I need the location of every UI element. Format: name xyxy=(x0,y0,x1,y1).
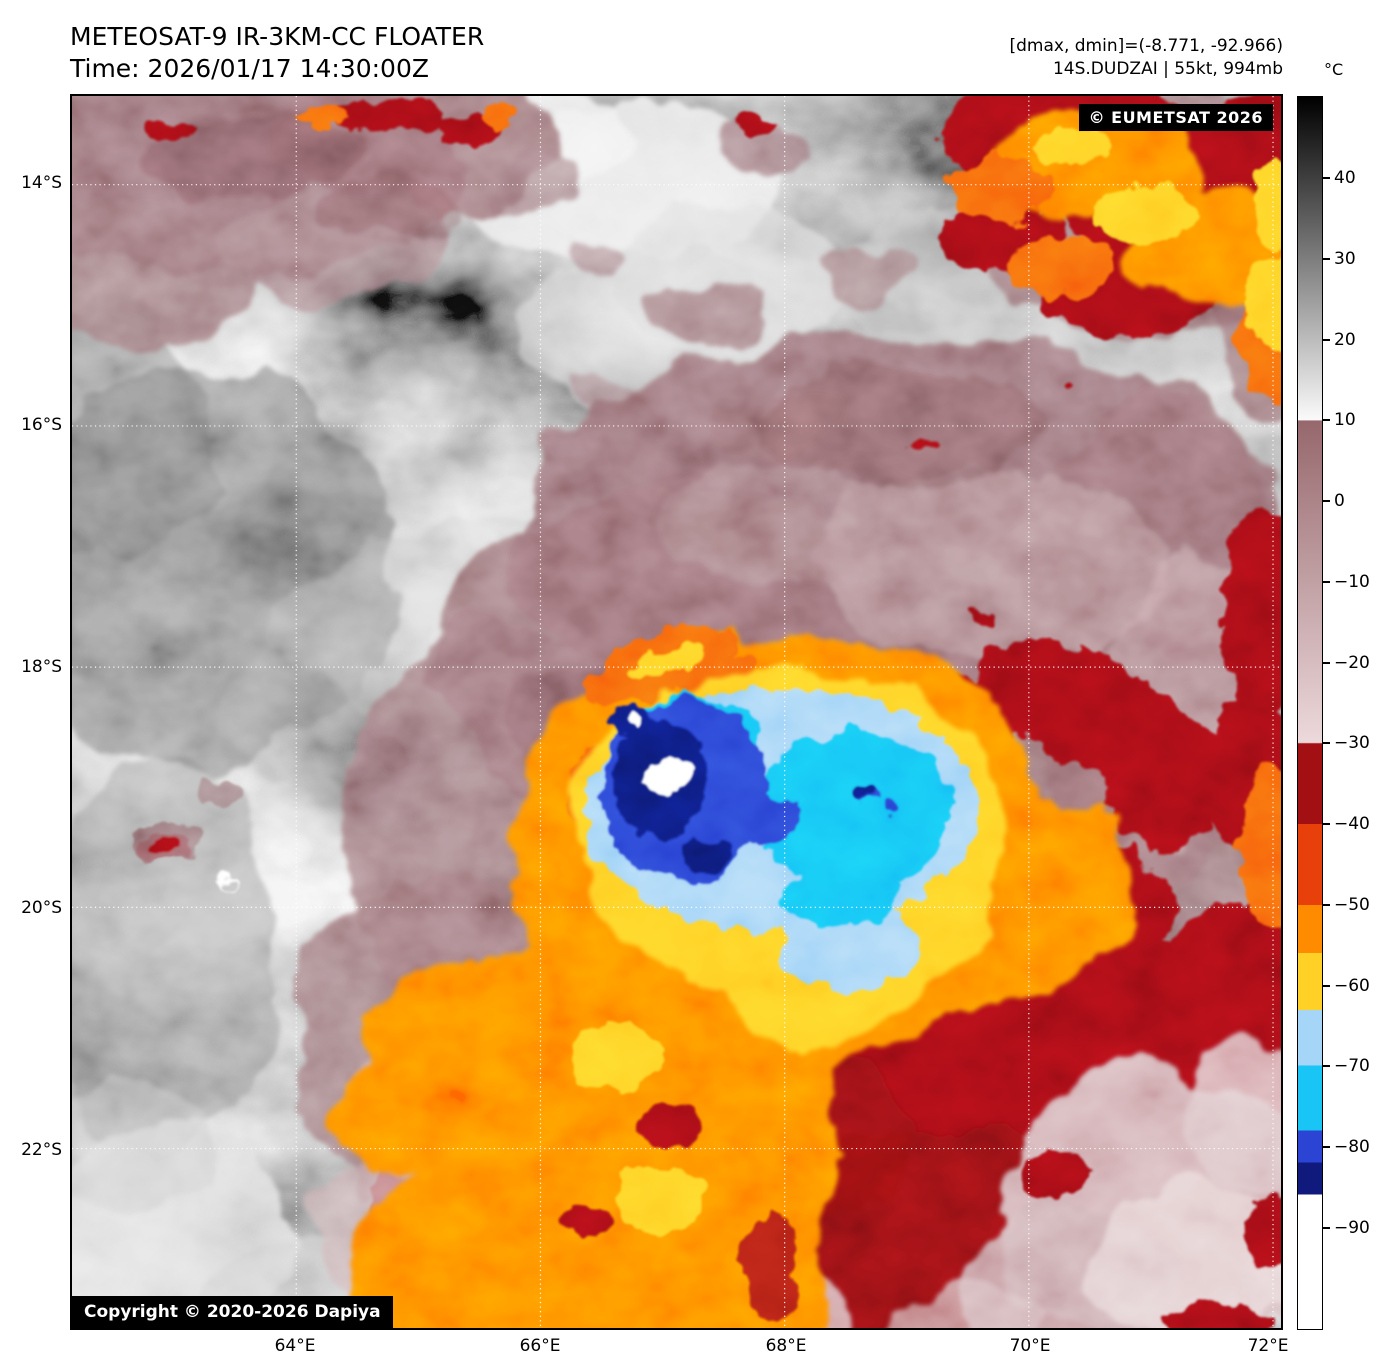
storm-readout: 14S.DUDZAI | 55kt, 994mb xyxy=(1052,59,1283,79)
colorbar-tick-mark xyxy=(1323,177,1330,179)
colorbar-tick-label: −90 xyxy=(1334,1218,1370,1238)
product-title: METEOSAT-9 IR-3KM-CC FLOATER xyxy=(70,22,485,51)
lat-label-20s: 20°S xyxy=(21,898,62,918)
colorbar-tick-mark xyxy=(1323,742,1330,744)
colorbar-tick-label: −20 xyxy=(1334,653,1370,673)
copyright-badge: Copyright © 2020-2026 Dapiya xyxy=(72,1296,393,1328)
colorbar-tick-mark xyxy=(1323,500,1330,502)
colorbar-tick-mark xyxy=(1323,985,1330,987)
colorbar-tick-mark xyxy=(1323,1065,1330,1067)
lat-label-18s: 18°S xyxy=(21,657,62,677)
colorbar-tick-label: −30 xyxy=(1334,733,1370,753)
colorbar-tick-mark xyxy=(1323,904,1330,906)
lon-label-72e: 72°E xyxy=(1247,1336,1289,1356)
colorbar-tick-label: 30 xyxy=(1334,249,1356,269)
eumetsat-badge: © EUMETSAT 2026 xyxy=(1078,104,1273,131)
noise-overlay xyxy=(72,96,1281,1328)
colorbar-tick-mark xyxy=(1323,662,1330,664)
colorbar-tick-mark xyxy=(1323,339,1330,341)
lat-label-14s: 14°S xyxy=(21,173,62,193)
colorbar-tick-label: −50 xyxy=(1334,895,1370,915)
satellite-image xyxy=(72,96,1281,1328)
colorbar-tick-mark xyxy=(1323,258,1330,260)
colorbar-gradient xyxy=(1297,96,1323,1330)
lon-label-70e: 70°E xyxy=(1009,1336,1051,1356)
colorbar-tick-mark xyxy=(1323,419,1330,421)
colorbar-tick-label: −80 xyxy=(1334,1137,1370,1157)
lon-label-66e: 66°E xyxy=(519,1336,561,1356)
colorbar-tick-label: 0 xyxy=(1334,491,1345,511)
colorbar-tick-mark xyxy=(1323,1227,1330,1229)
lat-label-22s: 22°S xyxy=(21,1140,62,1160)
lon-label-64e: 64°E xyxy=(274,1336,316,1356)
lat-label-16s: 16°S xyxy=(21,415,62,435)
colorbar-tick-mark xyxy=(1323,1146,1330,1148)
colorbar-tick-label: 20 xyxy=(1334,330,1356,350)
satellite-map: © EUMETSAT 2026 Copyright © 2020-2026 Da… xyxy=(70,94,1283,1330)
colorbar-tick-label: −70 xyxy=(1334,1056,1370,1076)
colorbar-unit: °C xyxy=(1324,60,1344,79)
lon-label-68e: 68°E xyxy=(765,1336,807,1356)
colorbar-tick-label: −10 xyxy=(1334,572,1370,592)
colorbar-tick-label: 10 xyxy=(1334,410,1356,430)
colorbar-tick-mark xyxy=(1323,581,1330,583)
colorbar-tick-label: −60 xyxy=(1334,976,1370,996)
dmax-dmin-readout: [dmax, dmin]=(-8.771, -92.966) xyxy=(1009,36,1284,56)
colorbar-tick-label: −40 xyxy=(1334,814,1370,834)
colorbar-tick-label: 40 xyxy=(1334,168,1356,188)
colorbar-tick-mark xyxy=(1323,823,1330,825)
product-time: Time: 2026/01/17 14:30:00Z xyxy=(70,54,429,83)
